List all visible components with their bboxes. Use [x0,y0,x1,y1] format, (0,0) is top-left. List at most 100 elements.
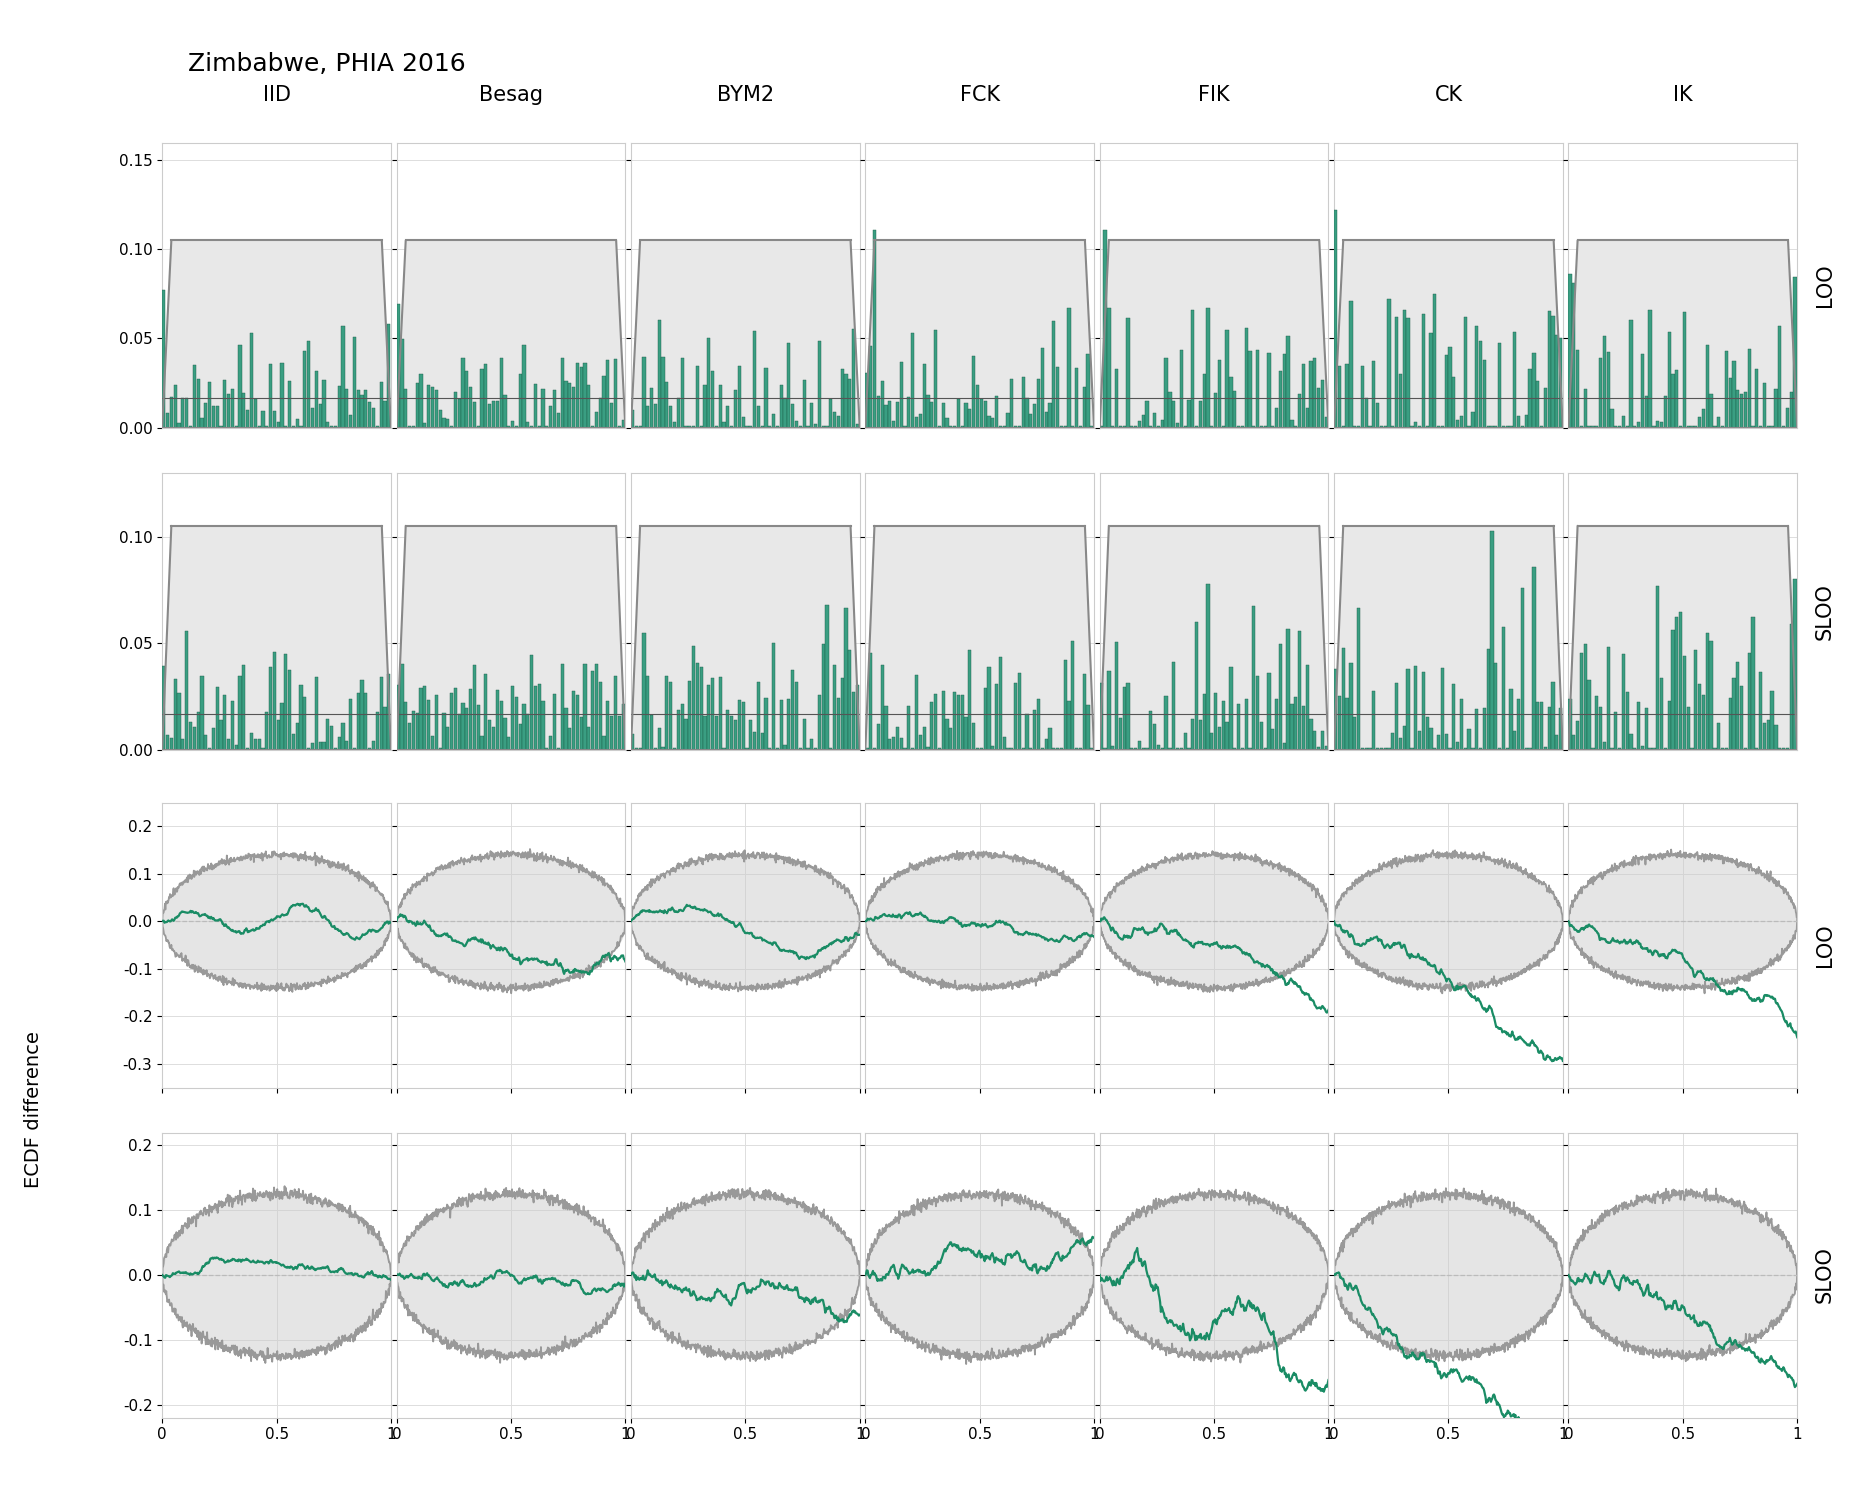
Bar [621,420,624,428]
Bar [1222,700,1224,750]
Bar [866,748,868,750]
Bar [1365,748,1367,750]
Bar [281,702,283,750]
Text: FCK: FCK [960,86,999,105]
Bar [981,748,982,750]
Bar [658,321,660,428]
Bar [1048,728,1052,750]
Bar [1346,699,1348,750]
Bar [1528,748,1532,750]
Bar [1279,370,1282,427]
Bar [405,702,407,750]
Bar [904,426,908,427]
Bar [684,426,688,427]
Bar [613,360,617,428]
Bar [870,652,872,750]
Bar [1618,748,1622,750]
Bar [1086,354,1089,428]
Bar [673,423,677,427]
Bar [238,675,242,750]
Bar [692,646,696,750]
Bar [219,426,223,427]
Bar [480,369,484,428]
Bar [349,414,352,428]
Bar [1275,408,1279,428]
Bar [204,735,208,750]
Bar [791,670,795,750]
Bar [1539,426,1543,427]
Bar [1138,422,1142,428]
Bar [1286,336,1290,427]
Bar [1044,740,1048,750]
Bar [398,304,399,427]
Bar [1391,426,1395,427]
Bar [1238,705,1239,750]
Bar [741,702,744,750]
Polygon shape [1099,240,1328,428]
Bar [711,372,714,427]
Bar [285,426,287,427]
Bar [729,426,733,427]
Bar [382,708,386,750]
Bar [1275,699,1279,750]
Text: BYM2: BYM2 [716,86,774,105]
Text: Besag: Besag [478,86,544,105]
Bar [915,417,919,428]
Bar [193,726,195,750]
Bar [1702,410,1704,428]
Bar [874,230,876,428]
Bar [1656,586,1659,750]
Bar [1388,748,1391,750]
Bar [1622,416,1626,428]
Bar [553,390,557,427]
Bar [1744,748,1748,750]
Bar [579,717,583,750]
Text: Zimbabwe, PHIA 2016: Zimbabwe, PHIA 2016 [188,53,465,76]
Bar [1324,746,1328,750]
Bar [926,394,930,427]
Bar [1573,735,1575,750]
Bar [1059,748,1063,750]
Bar [1678,426,1682,427]
Bar [1781,426,1785,427]
Bar [729,716,733,750]
Bar [896,728,898,750]
Bar [182,740,184,750]
Bar [1234,392,1236,427]
Bar [1543,388,1547,427]
Bar [1198,720,1202,750]
Text: LOO: LOO [1815,262,1836,308]
Bar [557,414,561,428]
Text: CK: CK [1434,86,1462,105]
Bar [1785,748,1789,750]
Bar [458,714,461,750]
Bar [1432,294,1436,427]
Bar [1067,700,1071,750]
Bar [621,704,624,750]
Bar [1718,723,1721,750]
Bar [791,404,795,427]
Bar [1056,748,1059,750]
Bar [1611,410,1614,428]
Bar [1320,730,1324,750]
Bar [281,363,283,428]
Bar [952,426,956,427]
Bar [268,668,272,750]
Bar [579,368,583,428]
Bar [572,692,576,750]
Bar [836,417,840,428]
Bar [1153,724,1157,750]
Bar [598,681,602,750]
Bar [703,717,707,750]
Bar [1648,310,1652,428]
Bar [1596,696,1598,750]
Bar [1290,420,1294,428]
Bar [1029,414,1033,428]
Bar [1453,684,1455,750]
Bar [1256,350,1260,427]
Bar [1491,531,1494,750]
Bar [1099,426,1102,427]
Bar [1309,362,1312,428]
Polygon shape [1568,526,1796,750]
Bar [999,657,1001,750]
